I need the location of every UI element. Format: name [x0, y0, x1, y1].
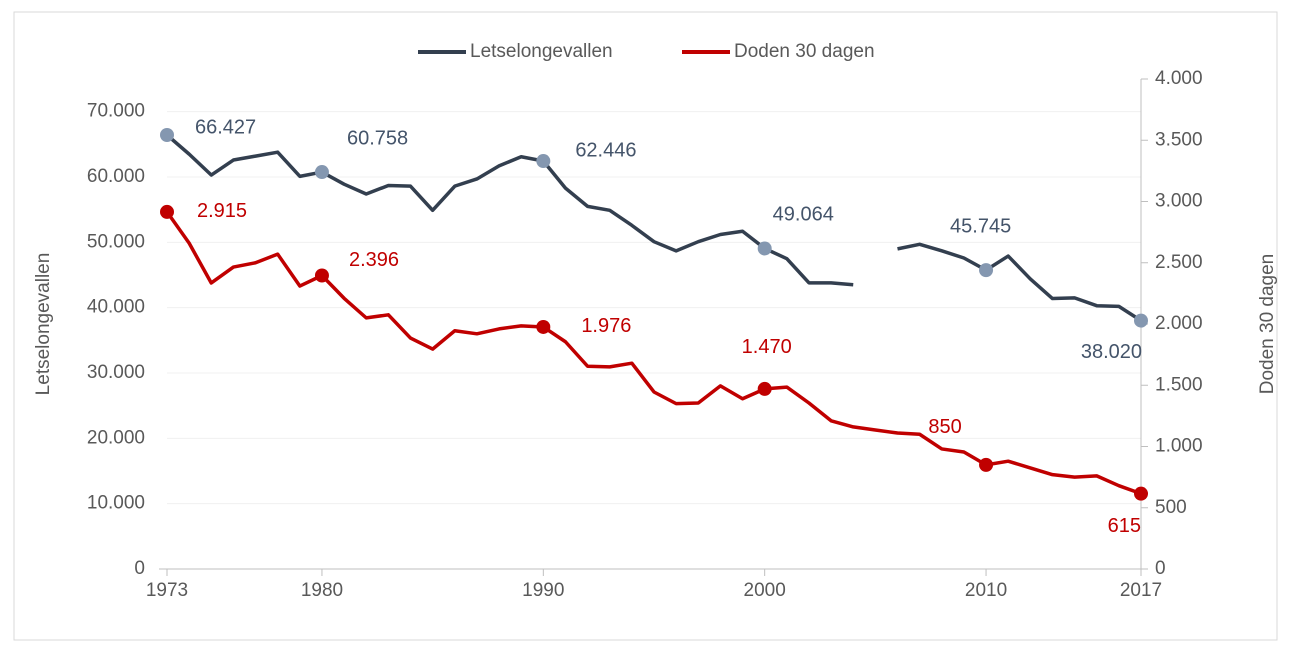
- x-tick-label: 1990: [522, 580, 564, 601]
- y2-tick-label: 500: [1155, 497, 1187, 518]
- point-marker: [979, 457, 994, 472]
- y-axis-label: Letselongevallen: [33, 253, 54, 396]
- y2-tick-label: 3.500: [1155, 129, 1203, 150]
- y2-tick-label: 4.000: [1155, 68, 1203, 89]
- y-tick-label: 0: [134, 558, 145, 579]
- y-tick-label: 50.000: [87, 231, 145, 252]
- point-marker: [979, 263, 994, 278]
- data-label: 2.915: [197, 200, 247, 222]
- point-marker: [1134, 486, 1148, 501]
- data-label: 850: [928, 416, 961, 438]
- data-label: 1.976: [581, 315, 631, 337]
- point-marker: [314, 165, 329, 180]
- data-label: 2.396: [349, 249, 399, 271]
- x-tick-label: 1973: [146, 580, 188, 601]
- x-tick-label: 2010: [965, 580, 1007, 601]
- x-tick-label: 1980: [301, 580, 343, 601]
- data-label: 1.470: [742, 336, 792, 358]
- point-marker: [314, 268, 329, 283]
- x-tick-label: 2000: [744, 580, 786, 601]
- point-marker: [536, 319, 551, 334]
- data-label: 45.745: [950, 215, 1011, 237]
- series-line: [165, 210, 1142, 496]
- y-tick-label: 60.000: [87, 166, 145, 187]
- point-marker: [160, 128, 174, 143]
- series-line: [897, 242, 1142, 323]
- legend-label: Doden 30 dagen: [734, 41, 875, 62]
- y-tick-label: 10.000: [87, 493, 145, 514]
- data-label: 62.446: [575, 139, 636, 161]
- point-marker: [1134, 313, 1148, 328]
- y-tick-label: 70.000: [87, 101, 145, 122]
- y2-tick-label: 3.000: [1155, 191, 1203, 212]
- y2-axis-label: Doden 30 dagen: [1257, 254, 1278, 395]
- y2-tick-label: 2.000: [1155, 313, 1203, 334]
- data-label: 615: [1108, 515, 1141, 537]
- point-marker: [536, 154, 551, 169]
- point-marker: [757, 381, 772, 396]
- y2-tick-label: 1.500: [1155, 374, 1203, 395]
- y2-tick-label: 1.000: [1155, 436, 1203, 457]
- legend-label: Letselongevallen: [470, 41, 613, 62]
- y-tick-label: 30.000: [87, 362, 145, 383]
- y-tick-label: 40.000: [87, 297, 145, 318]
- y2-tick-label: 2.500: [1155, 252, 1203, 273]
- point-marker: [757, 241, 772, 256]
- data-label: 60.758: [347, 127, 408, 149]
- point-marker: [160, 204, 174, 219]
- data-label: 66.427: [195, 116, 256, 138]
- y2-tick-label: 0: [1155, 558, 1166, 579]
- data-label: 38.020: [1081, 341, 1142, 363]
- data-label: 49.064: [773, 204, 834, 226]
- y-tick-label: 20.000: [87, 427, 145, 448]
- chart-frame: [13, 11, 1278, 641]
- x-tick-label: 2017: [1120, 580, 1162, 601]
- series-line: [165, 133, 854, 287]
